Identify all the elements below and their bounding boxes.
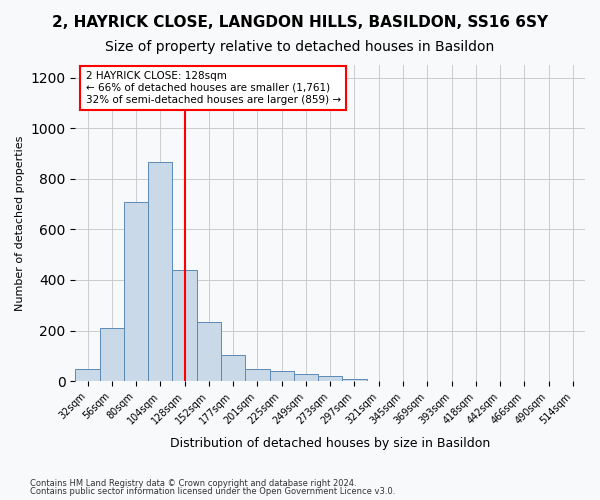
Bar xyxy=(318,376,343,381)
X-axis label: Distribution of detached houses by size in Basildon: Distribution of detached houses by size … xyxy=(170,437,490,450)
Bar xyxy=(172,270,197,381)
Bar xyxy=(245,369,269,381)
Bar xyxy=(197,322,221,381)
Bar xyxy=(124,202,148,381)
Bar xyxy=(294,374,318,381)
Text: Contains public sector information licensed under the Open Government Licence v3: Contains public sector information licen… xyxy=(30,487,395,496)
Text: Contains HM Land Registry data © Crown copyright and database right 2024.: Contains HM Land Registry data © Crown c… xyxy=(30,478,356,488)
Text: Size of property relative to detached houses in Basildon: Size of property relative to detached ho… xyxy=(106,40,494,54)
Bar xyxy=(221,354,245,381)
Text: 2, HAYRICK CLOSE, LANGDON HILLS, BASILDON, SS16 6SY: 2, HAYRICK CLOSE, LANGDON HILLS, BASILDO… xyxy=(52,15,548,30)
Bar xyxy=(343,378,367,381)
Bar xyxy=(148,162,172,381)
Y-axis label: Number of detached properties: Number of detached properties xyxy=(15,136,25,311)
Bar xyxy=(100,328,124,381)
Bar xyxy=(269,371,294,381)
Text: 2 HAYRICK CLOSE: 128sqm
← 66% of detached houses are smaller (1,761)
32% of semi: 2 HAYRICK CLOSE: 128sqm ← 66% of detache… xyxy=(86,72,341,104)
Bar xyxy=(76,369,100,381)
